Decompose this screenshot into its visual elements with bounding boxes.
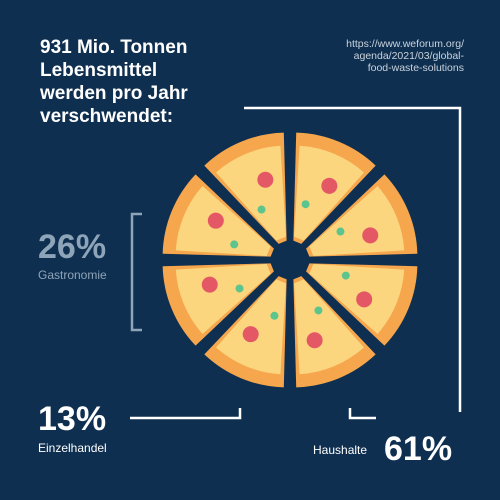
herb-topping bbox=[235, 284, 244, 293]
pizza-slice bbox=[306, 263, 418, 346]
label-haushalte-value: 61% bbox=[384, 430, 453, 468]
source-line: agenda/2021/03/global- bbox=[353, 50, 464, 62]
pepperoni-topping bbox=[257, 171, 274, 188]
pizza-slice-cheese bbox=[175, 264, 271, 334]
pizza-slice bbox=[306, 174, 418, 257]
pizza-slice bbox=[204, 132, 287, 244]
label-gastronomie-value: 26% bbox=[38, 228, 107, 266]
bracket-haushalte bbox=[244, 106, 462, 420]
pizza-slice bbox=[293, 276, 376, 388]
label-haushalte-name: Haushalte bbox=[313, 443, 368, 457]
pizza-slice bbox=[204, 276, 287, 388]
infographic-title: 931 Mio. Tonnen Lebensmittel werden pro … bbox=[40, 36, 280, 128]
pizza-slice bbox=[162, 174, 274, 257]
title-line: verschwendet: bbox=[40, 106, 174, 127]
pepperoni-topping bbox=[321, 177, 338, 194]
source-line: food-waste-solutions bbox=[367, 62, 464, 74]
herb-topping bbox=[341, 271, 350, 280]
pepperoni-topping bbox=[362, 227, 379, 244]
pepperoni-topping bbox=[201, 276, 218, 293]
pepperoni-topping bbox=[242, 326, 259, 343]
pizza-slice bbox=[162, 263, 274, 346]
title-line: Lebensmittel bbox=[40, 60, 158, 81]
label-gastronomie-name: Gastronomie bbox=[38, 268, 107, 282]
herb-topping bbox=[270, 311, 279, 320]
label-einzelhandel-name: Einzelhandel bbox=[38, 441, 107, 455]
label-einzelhandel-value: 13% bbox=[38, 400, 107, 438]
pepperoni-topping bbox=[207, 212, 224, 229]
pizza-slice bbox=[293, 132, 376, 244]
herb-topping bbox=[257, 205, 266, 214]
pizza-slice-cheese bbox=[216, 145, 286, 241]
title-line: werden pro Jahr bbox=[40, 83, 188, 104]
title-line: 931 Mio. Tonnen bbox=[40, 37, 188, 58]
herb-topping bbox=[301, 200, 310, 209]
herb-topping bbox=[336, 227, 345, 236]
source-line: https://www.weforum.org/ bbox=[346, 38, 464, 50]
pizza-slice-cheese bbox=[309, 186, 405, 256]
pizza-illustration bbox=[162, 132, 418, 388]
bracket-einzelhandel bbox=[130, 408, 242, 420]
pizza-slice-cheese bbox=[294, 279, 364, 375]
bracket-gastronomie bbox=[130, 212, 142, 332]
pepperoni-topping bbox=[306, 332, 323, 349]
herb-topping bbox=[314, 306, 323, 315]
herb-topping bbox=[230, 240, 239, 249]
source-url: https://www.weforum.org/ agenda/2021/03/… bbox=[346, 38, 464, 74]
pepperoni-topping bbox=[356, 291, 373, 308]
